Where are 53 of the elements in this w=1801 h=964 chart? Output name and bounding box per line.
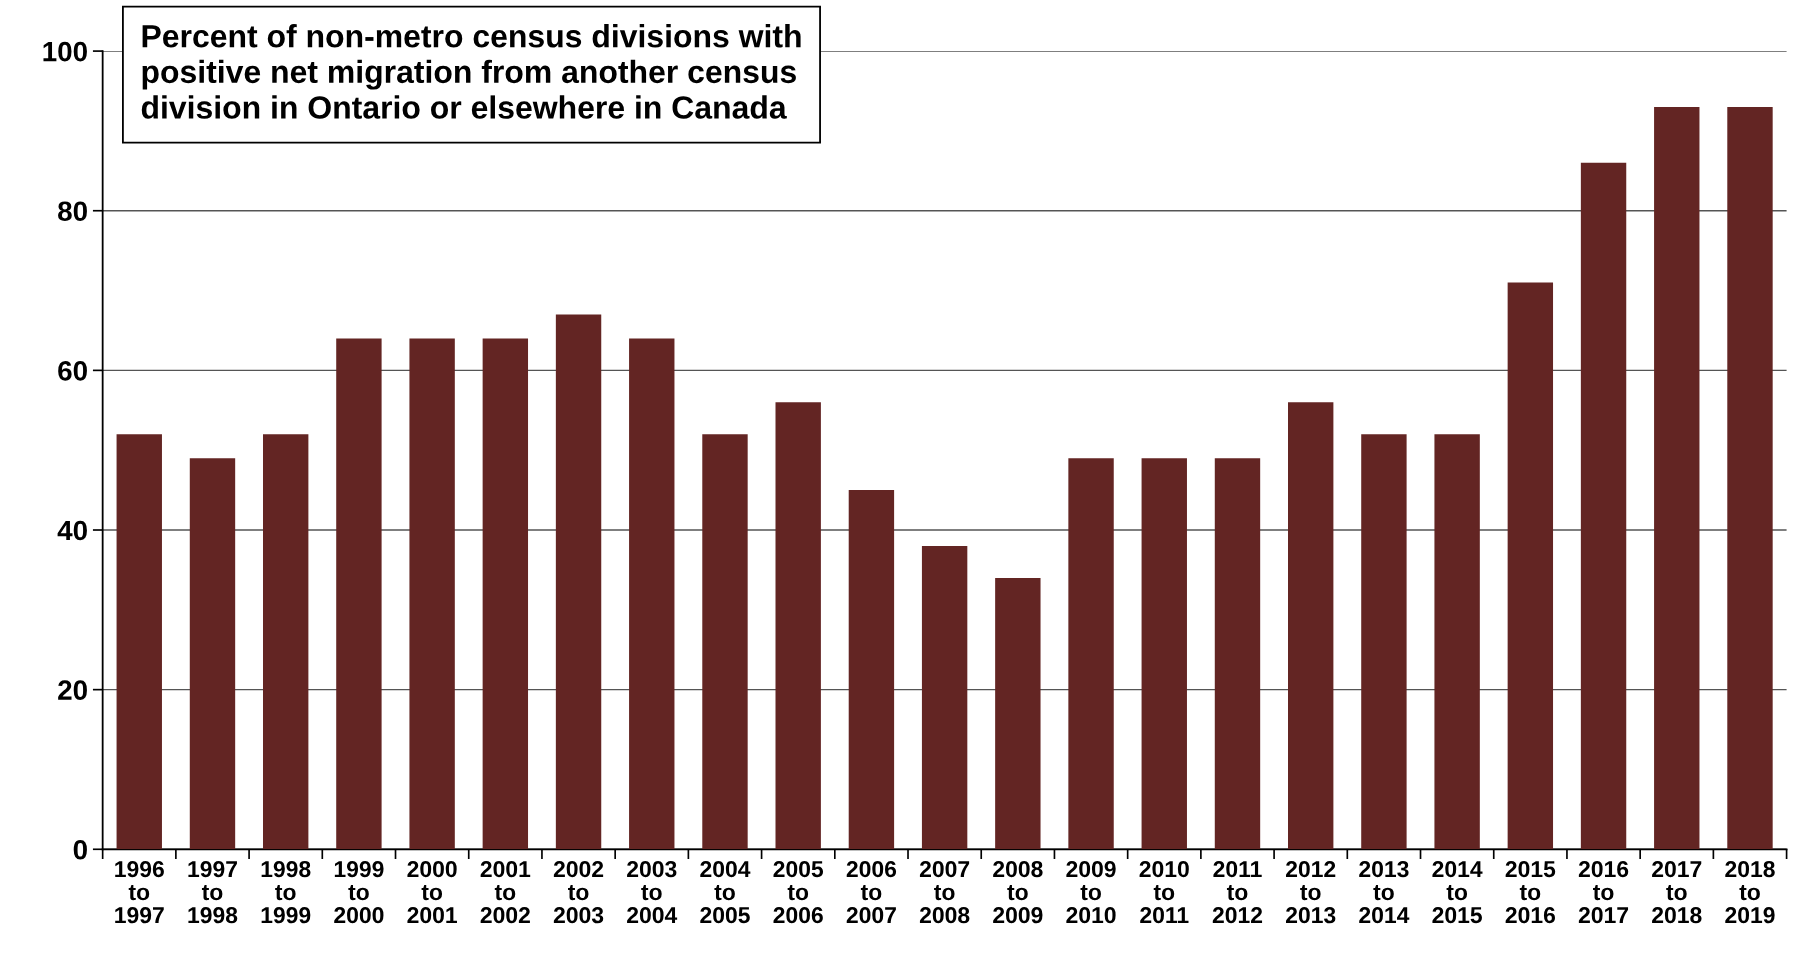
bar	[1068, 458, 1114, 850]
x-tick-label: 2009 to 2010	[1066, 861, 1116, 924]
bar	[1654, 106, 1700, 850]
x-tick-label: 2000 to 2001	[407, 861, 457, 924]
chart-title: Percent of non-metro census divisions with positive net migration from another census division in Ontario or elsewhere in Canada	[141, 24, 801, 119]
x-tick-label: 1996 to 1997	[115, 861, 164, 924]
bar	[336, 338, 382, 850]
x-tick-label: 2004 to 2005	[700, 861, 751, 924]
bar	[116, 434, 162, 850]
x-tick-label: 2003 to 2004	[627, 861, 678, 924]
bar	[1507, 282, 1554, 850]
bar	[1580, 162, 1627, 850]
bar	[702, 434, 748, 850]
x-tick-label: 2010 to 2011	[1139, 861, 1189, 924]
x-tick-label: 2007 to 2008	[919, 861, 970, 924]
x-tick-label: 2001 to 2002	[480, 861, 531, 924]
bar	[1288, 402, 1334, 850]
bar	[921, 545, 968, 850]
y-tick-label: 100	[43, 41, 87, 62]
bar	[263, 434, 309, 850]
bar	[1434, 434, 1480, 850]
bar	[1214, 458, 1261, 850]
x-tick-label: 1997 to 1998	[188, 861, 238, 924]
bar	[775, 402, 821, 850]
x-tick-label: 2016 to 2017	[1578, 861, 1629, 924]
bar	[555, 314, 602, 850]
bar	[995, 577, 1041, 850]
x-tick-label: 2017 to 2018	[1652, 861, 1702, 924]
x-tick-label: 2008 to 2009	[993, 861, 1043, 924]
x-tick-label: 1998 to 1999	[261, 861, 311, 924]
bar	[848, 490, 895, 850]
y-tick-label: 40	[57, 520, 87, 541]
x-tick-label: 2005 to 2006	[773, 861, 824, 924]
x-tick-label: 2012 to 2013	[1286, 861, 1336, 924]
y-tick-label: 60	[58, 361, 87, 381]
bar	[409, 338, 455, 850]
x-tick-label: 1999 to 2000	[334, 861, 384, 924]
x-tick-label: 2018 to 2019	[1725, 861, 1775, 924]
bar	[189, 458, 236, 850]
x-tick-label: 2015 to 2016	[1505, 861, 1556, 924]
bar	[1727, 106, 1773, 850]
x-tick-label: 2002 to 2003	[553, 861, 604, 924]
y-tick-label: 0	[73, 839, 87, 860]
x-tick-label: 2013 to 2014	[1359, 861, 1410, 924]
x-tick-label: 2006 to 2007	[846, 861, 897, 924]
x-tick-label: 2011 to 2012	[1212, 861, 1263, 924]
bar	[482, 338, 529, 850]
x-tick-label: 2014 to 2015	[1432, 861, 1483, 924]
bar	[629, 338, 675, 850]
y-tick-label: 80	[58, 201, 87, 222]
bar	[1361, 434, 1407, 850]
y-tick-label: 20	[58, 680, 87, 700]
bar	[1141, 458, 1187, 850]
